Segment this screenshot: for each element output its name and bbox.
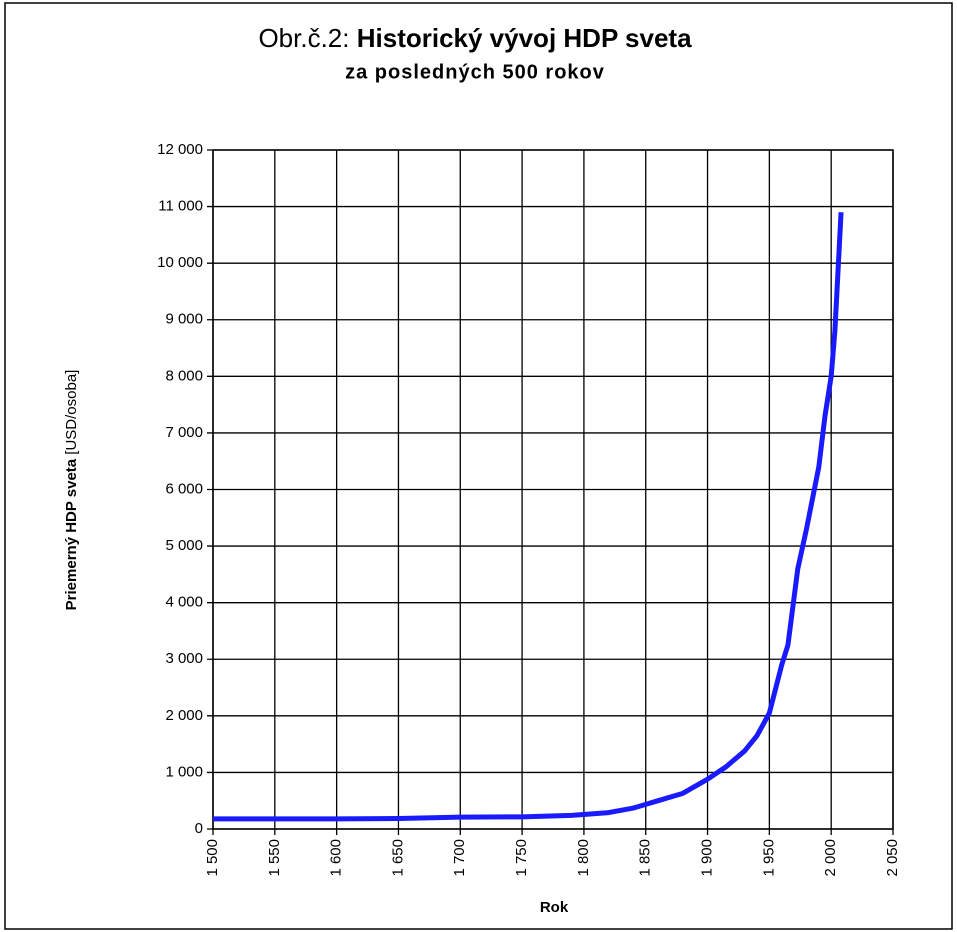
x-tick-label: 2 000 — [822, 839, 839, 877]
y-axis-label: Priemerný HDP sveta [USD/osoba] — [63, 370, 80, 611]
x-tick-label: 1 850 — [637, 839, 654, 877]
y-axis-label-main: Priemerný HDP sveta — [63, 458, 80, 610]
x-tick-label: 1 750 — [513, 839, 530, 877]
figure-label: Obr.č.2: — [258, 23, 349, 53]
x-tick-label: 1 700 — [451, 839, 468, 877]
y-tick-label: 8 000 — [165, 367, 203, 384]
x-tick-label: 1 800 — [575, 839, 592, 877]
x-tick-label: 1 600 — [328, 839, 345, 877]
y-tick-label: 5 000 — [165, 537, 203, 554]
title-main: Historický vývoj HDP sveta — [357, 23, 692, 53]
y-tick-label: 11 000 — [158, 198, 203, 215]
x-axis-label: Rok — [540, 899, 569, 916]
data-line — [213, 212, 844, 822]
x-tick-label: 1 550 — [266, 839, 283, 877]
plot-area-border — [212, 149, 894, 830]
y-axis-label-unit: [USD/osoba] — [63, 370, 80, 455]
chart-title: Obr.č.2: Historický vývoj HDP sveta — [258, 23, 692, 53]
chart-subtitle: za posledných 500 rokov — [345, 61, 605, 83]
y-tick-label: 10 000 — [157, 254, 203, 271]
x-tick-label: 1 500 — [204, 839, 221, 877]
y-tick-label: 6 000 — [165, 480, 203, 497]
y-tick-label: 2 000 — [165, 707, 203, 724]
x-tick-label: 1 650 — [389, 839, 406, 877]
y-tick-label: 1 000 — [165, 763, 203, 780]
x-tick-label: 1 900 — [699, 839, 716, 877]
y-tick-label: 4 000 — [165, 594, 203, 611]
y-tick-label: 9 000 — [165, 311, 203, 328]
x-tick-label: 2 050 — [884, 839, 901, 877]
y-tick-label: 12 000 — [157, 141, 203, 158]
x-tick-label: 1 950 — [760, 839, 777, 877]
y-tick-label: 7 000 — [165, 424, 203, 441]
chart-border — [4, 2, 953, 930]
y-tick-label: 3 000 — [165, 650, 203, 667]
y-tick-label: 0 — [195, 820, 203, 837]
